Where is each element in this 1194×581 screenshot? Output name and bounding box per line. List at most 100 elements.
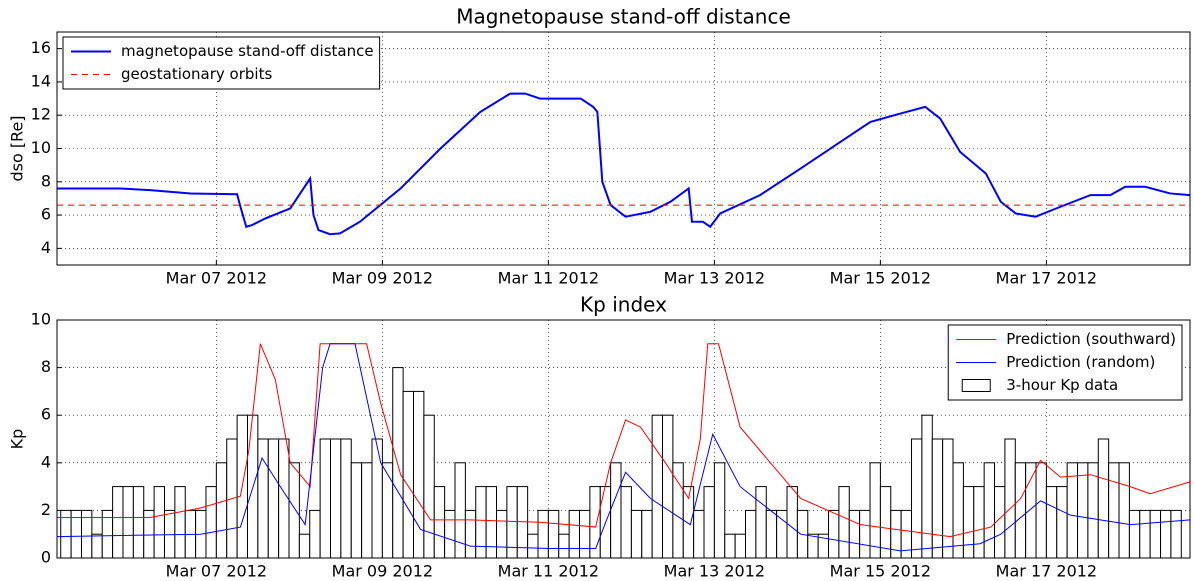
kp-bar	[1097, 438, 1110, 559]
kp-bar	[828, 509, 840, 559]
legend-label: magnetopause stand-off distance	[121, 42, 374, 60]
kp-bar	[122, 486, 134, 559]
legend-box	[62, 36, 381, 90]
kp-bar	[174, 486, 186, 559]
axes-frame	[56, 319, 1191, 559]
y-tick-label: 2	[41, 500, 51, 519]
chart-title: Kp index	[580, 293, 667, 317]
x-tick-label: Mar 09 2012	[332, 269, 433, 288]
y-tick-label: 10	[31, 138, 51, 157]
kp-bar	[1170, 509, 1182, 559]
x-tick-label: Mar 13 2012	[664, 269, 765, 288]
kp-bar	[278, 438, 290, 559]
kp-bar	[579, 509, 591, 559]
x-tick-label: Mar 07 2012	[166, 562, 267, 581]
kp-bar	[112, 486, 124, 559]
kp-bar	[662, 414, 674, 559]
kp-bar	[132, 486, 145, 559]
y-tick-label: 10	[31, 310, 51, 329]
legend-swatch	[961, 379, 991, 392]
kp-bar	[651, 414, 664, 559]
kp-bar	[496, 509, 508, 559]
kp-bar	[402, 390, 415, 559]
x-tick-label: Mar 15 2012	[830, 562, 931, 581]
kp-bar	[547, 509, 560, 559]
kp-bar	[298, 533, 311, 559]
kp-bar	[921, 414, 933, 559]
y-tick-label: 14	[31, 71, 51, 90]
kp-bar	[537, 509, 549, 559]
kp-bar	[205, 486, 217, 559]
kp-bar	[413, 390, 425, 559]
kp-bar	[329, 438, 342, 559]
kp-bar	[1025, 462, 1037, 559]
kp-bar	[610, 462, 622, 559]
kp-bar	[734, 533, 747, 559]
y-tick-label: 16	[31, 38, 51, 57]
y-axis-label: dso [Re]	[8, 115, 27, 181]
kp-bar	[973, 486, 985, 559]
kp-bar	[620, 486, 632, 559]
kp-bar	[350, 462, 363, 559]
kp-bar	[776, 509, 788, 559]
y-tick-label: 8	[41, 357, 51, 376]
x-tick-label: Mar 07 2012	[166, 269, 267, 288]
kp-bar	[859, 509, 871, 559]
y-axis-label: Kp	[8, 429, 27, 450]
legend-label: Prediction (southward)	[1006, 330, 1176, 348]
kp-bar	[693, 509, 705, 559]
chart-title: Magnetopause stand-off distance	[456, 5, 791, 29]
kp-bar	[786, 486, 798, 559]
kp-bar	[267, 438, 280, 559]
kp-bar	[1149, 509, 1162, 559]
kp-bar	[713, 462, 726, 559]
kp-bar	[1128, 509, 1141, 559]
y-tick-label: 4	[41, 238, 51, 257]
axes-frame	[56, 31, 1191, 266]
kp-bar	[558, 533, 570, 559]
y-tick-label: 6	[41, 205, 51, 224]
kp-bar	[371, 438, 383, 559]
kp-bar	[444, 509, 456, 559]
kp-bar	[91, 533, 103, 559]
kp-bar	[942, 438, 954, 559]
kp-bar	[931, 438, 944, 559]
kp-bar	[630, 509, 643, 559]
kp-bar	[381, 462, 394, 559]
kp-bar	[392, 367, 404, 559]
kp-bar	[807, 533, 819, 559]
kp-bar	[848, 509, 861, 559]
kp-bar	[215, 462, 228, 559]
x-tick-label: Mar 17 2012	[996, 269, 1097, 288]
kp-bar	[1056, 486, 1068, 559]
series-line	[57, 92, 1191, 236]
kp-bar	[765, 509, 778, 559]
kp-bar	[475, 486, 487, 559]
kp-bar	[1014, 462, 1027, 559]
y-tick-label: 6	[41, 405, 51, 424]
kp-bar	[755, 486, 767, 559]
legend-label: Prediction (random)	[1006, 353, 1155, 371]
series-line	[56, 343, 1191, 552]
kp-bar	[1160, 509, 1172, 559]
kp-bar	[962, 486, 975, 559]
kp-bar	[153, 486, 165, 559]
x-tick-label: Mar 17 2012	[996, 562, 1097, 581]
kp-bar	[1045, 486, 1058, 559]
series-line	[57, 343, 1191, 538]
kp-bar	[1066, 462, 1079, 559]
kp-bar	[319, 438, 331, 559]
x-tick-label: Mar 15 2012	[830, 269, 931, 288]
kp-bar	[911, 438, 923, 559]
kp-bar	[1004, 438, 1016, 559]
x-tick-label: Mar 11 2012	[498, 269, 599, 288]
x-tick-label: Mar 13 2012	[664, 562, 765, 581]
kp-bar	[288, 462, 300, 559]
kp-bar	[1108, 462, 1120, 559]
kp-bar	[1035, 462, 1047, 559]
kp-bar	[641, 509, 653, 559]
legend: Prediction (southward) Prediction (random…	[947, 324, 1183, 401]
legend-label: 3-hour Kp data	[1006, 376, 1118, 394]
kp-bar	[464, 509, 477, 559]
